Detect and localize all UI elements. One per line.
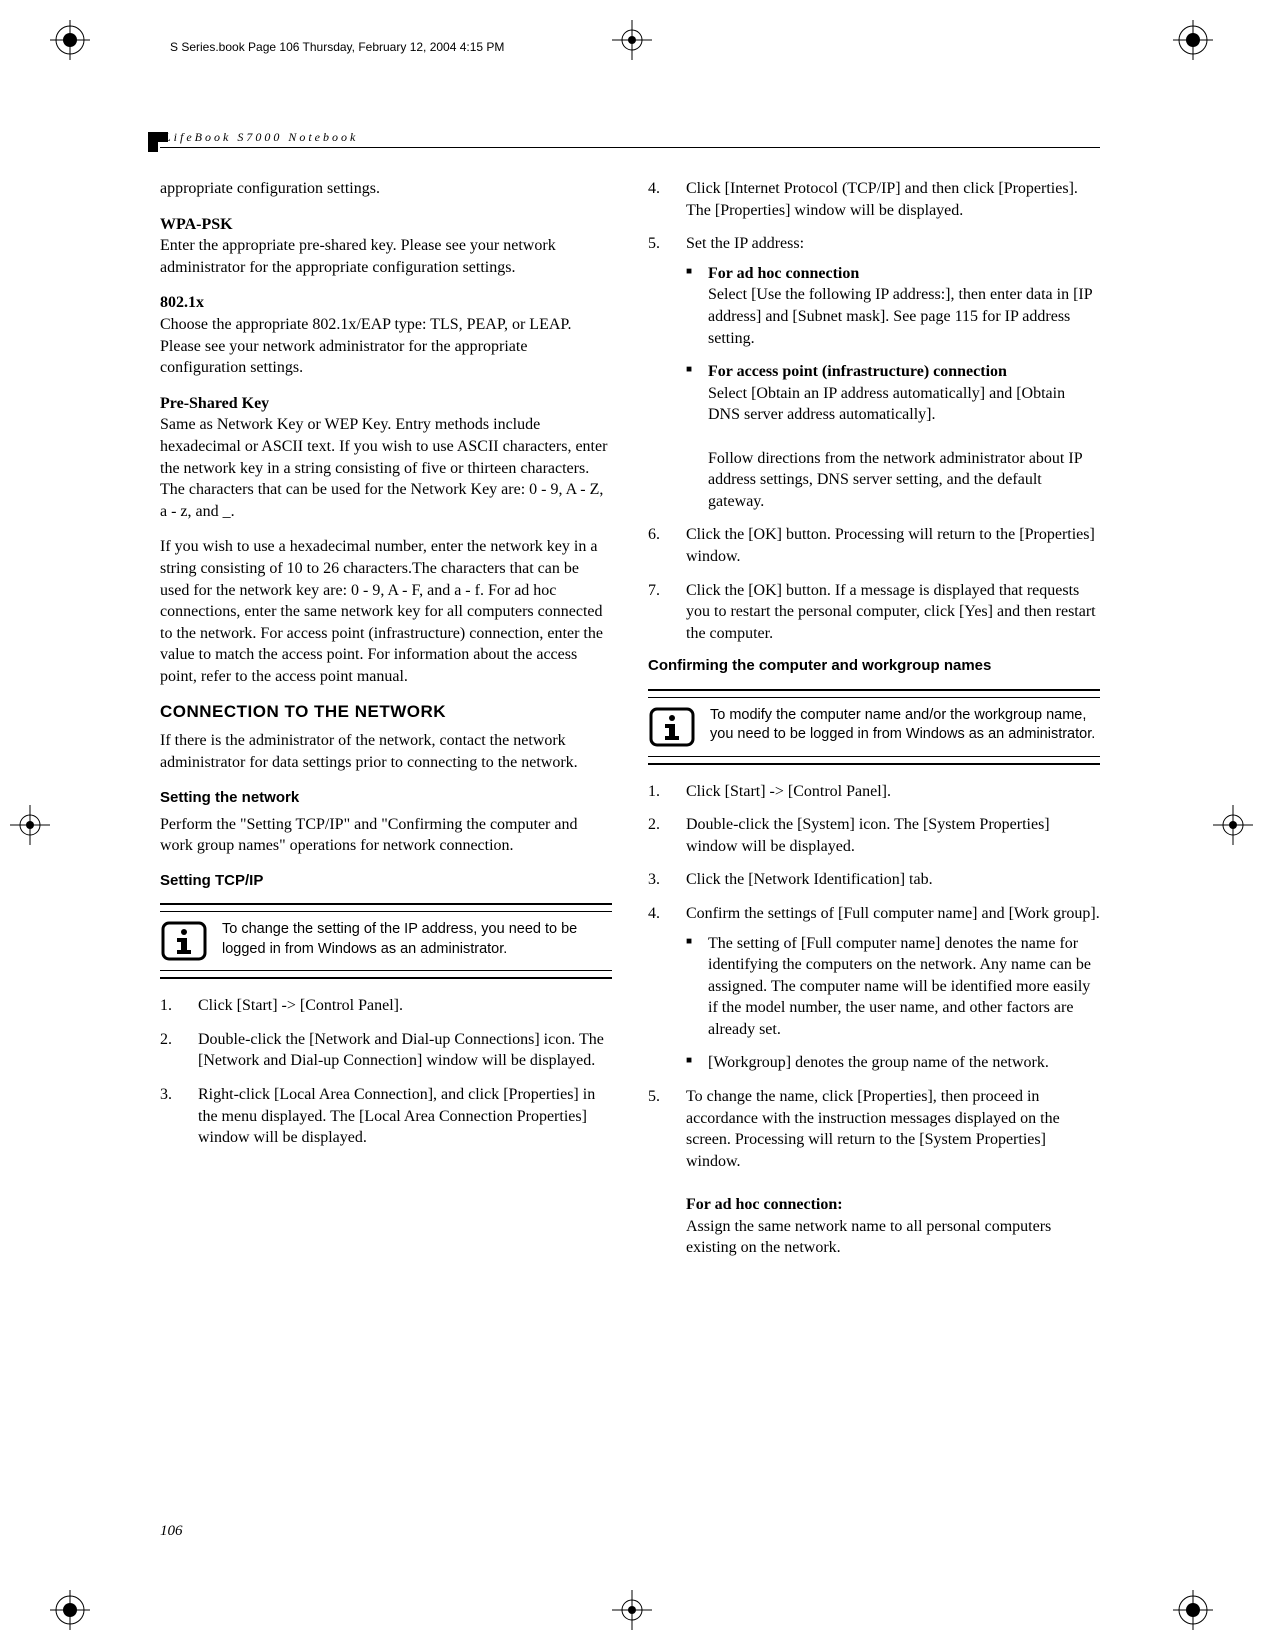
bullet-adhoc-title: For ad hoc connection <box>708 265 859 282</box>
r2-step-1: Click [Start] -> [Control Panel]. <box>648 781 1100 803</box>
setting-network-heading: Setting the network <box>160 788 612 808</box>
8021x-title: 802.1x <box>160 294 204 311</box>
meta-line: S Series.book Page 106 Thursday, Februar… <box>170 40 504 54</box>
intro-continuation: appropriate configuration settings. <box>160 178 612 200</box>
crop-mark-bottom-left <box>50 1590 90 1630</box>
page-frame: LifeBook S7000 Notebook appropriate conf… <box>160 130 1100 1271</box>
crop-mark-bottom-right <box>1173 1590 1213 1630</box>
setting-network-body: Perform the "Setting TCP/IP" and "Confir… <box>160 814 612 857</box>
bullet-adhoc-body: Select [Use the following IP address:], … <box>708 286 1092 346</box>
bullet-ap: For access point (infrastructure) connec… <box>686 361 1100 512</box>
wpa-psk-title: WPA-PSK <box>160 216 233 233</box>
r2-step-4-text: Confirm the settings of [Full computer n… <box>686 905 1100 922</box>
crop-mark-top-left <box>50 20 90 60</box>
right-step-5: Set the IP address: For ad hoc connectio… <box>648 233 1100 512</box>
crop-mark-bottom-center <box>612 1590 652 1630</box>
left-step-3: Right-click [Local Area Connection], and… <box>160 1084 612 1149</box>
connection-body: If there is the administrator of the net… <box>160 730 612 773</box>
wpa-psk-block: WPA-PSK Enter the appropriate pre-shared… <box>160 214 612 279</box>
note-box-1: To change the setting of the IP address,… <box>160 903 612 979</box>
r2-step-5: To change the name, click [Properties], … <box>648 1086 1100 1259</box>
r2-step-5-extra-title: For ad hoc connection: <box>686 1196 843 1213</box>
right-step-4: Click [Internet Protocol (TCP/IP] and th… <box>648 178 1100 221</box>
bullet-ap-body2: Follow directions from the network admin… <box>708 450 1082 510</box>
crop-mark-mid-left <box>10 805 50 845</box>
right-step-7: Click the [OK] button. If a message is d… <box>648 580 1100 645</box>
bullet-adhoc: For ad hoc connection Select [Use the fo… <box>686 263 1100 349</box>
corner-mark-icon <box>146 130 170 154</box>
right-column: Click [Internet Protocol (TCP/IP] and th… <box>648 178 1100 1271</box>
running-head: LifeBook S7000 Notebook <box>164 130 1100 145</box>
left-column: appropriate configuration settings. WPA-… <box>160 178 612 1271</box>
psk-block-1: Pre-Shared Key Same as Network Key or WE… <box>160 393 612 523</box>
left-step-2: Double-click the [Network and Dial-up Co… <box>160 1029 612 1072</box>
step5-bullets: For ad hoc connection Select [Use the fo… <box>686 263 1100 513</box>
bullet-ap-body: Select [Obtain an IP address automatical… <box>708 385 1065 424</box>
right-step-5-text: Set the IP address: <box>686 235 804 252</box>
page-number: 106 <box>160 1523 183 1540</box>
note-1-text: To change the setting of the IP address,… <box>222 920 612 959</box>
note-2-text: To modify the computer name and/or the w… <box>710 706 1100 745</box>
crop-mark-top-center <box>612 20 652 60</box>
right-step-6: Click the [OK] button. Processing will r… <box>648 524 1100 567</box>
r2-step-5-text: To change the name, click [Properties], … <box>686 1088 1060 1170</box>
wpa-psk-body: Enter the appropriate pre-shared key. Pl… <box>160 237 556 276</box>
r2-step-2: Double-click the [System] icon. The [Sys… <box>648 814 1100 857</box>
r2-bullet-workgroup: [Workgroup] denotes the group name of th… <box>686 1052 1100 1074</box>
tcpip-heading: Setting TCP/IP <box>160 871 612 891</box>
r2-bullet-fullname: The setting of [Full computer name] deno… <box>686 933 1100 1041</box>
8021x-body: Choose the appropriate 802.1x/EAP type: … <box>160 316 572 376</box>
connection-heading: CONNECTION TO THE NETWORK <box>160 701 612 724</box>
right-steps-2: Click [Start] -> [Control Panel]. Double… <box>648 781 1100 1259</box>
psk-body1: Same as Network Key or WEP Key. Entry me… <box>160 416 607 519</box>
confirming-heading: Confirming the computer and workgroup na… <box>648 656 1100 676</box>
8021x-block: 802.1x Choose the appropriate 802.1x/EAP… <box>160 292 612 378</box>
right-steps-cont: Click [Internet Protocol (TCP/IP] and th… <box>648 178 1100 644</box>
psk-title: Pre-Shared Key <box>160 395 269 412</box>
left-steps: Click [Start] -> [Control Panel]. Double… <box>160 995 612 1149</box>
psk-body2: If you wish to use a hexadecimal number,… <box>160 536 612 687</box>
note-box-2: To modify the computer name and/or the w… <box>648 689 1100 765</box>
r2-step-5-extra-body: Assign the same network name to all pers… <box>686 1218 1051 1257</box>
r2-step-4-bullets: The setting of [Full computer name] deno… <box>686 933 1100 1075</box>
r2-step-4: Confirm the settings of [Full computer n… <box>648 903 1100 1074</box>
bullet-ap-title: For access point (infrastructure) connec… <box>708 363 1007 380</box>
info-icon <box>160 920 208 962</box>
crop-mark-mid-right <box>1213 805 1253 845</box>
left-step-1: Click [Start] -> [Control Panel]. <box>160 995 612 1017</box>
crop-mark-top-right <box>1173 20 1213 60</box>
head-rule <box>160 147 1100 148</box>
info-icon <box>648 706 696 748</box>
r2-step-3: Click the [Network Identification] tab. <box>648 869 1100 891</box>
